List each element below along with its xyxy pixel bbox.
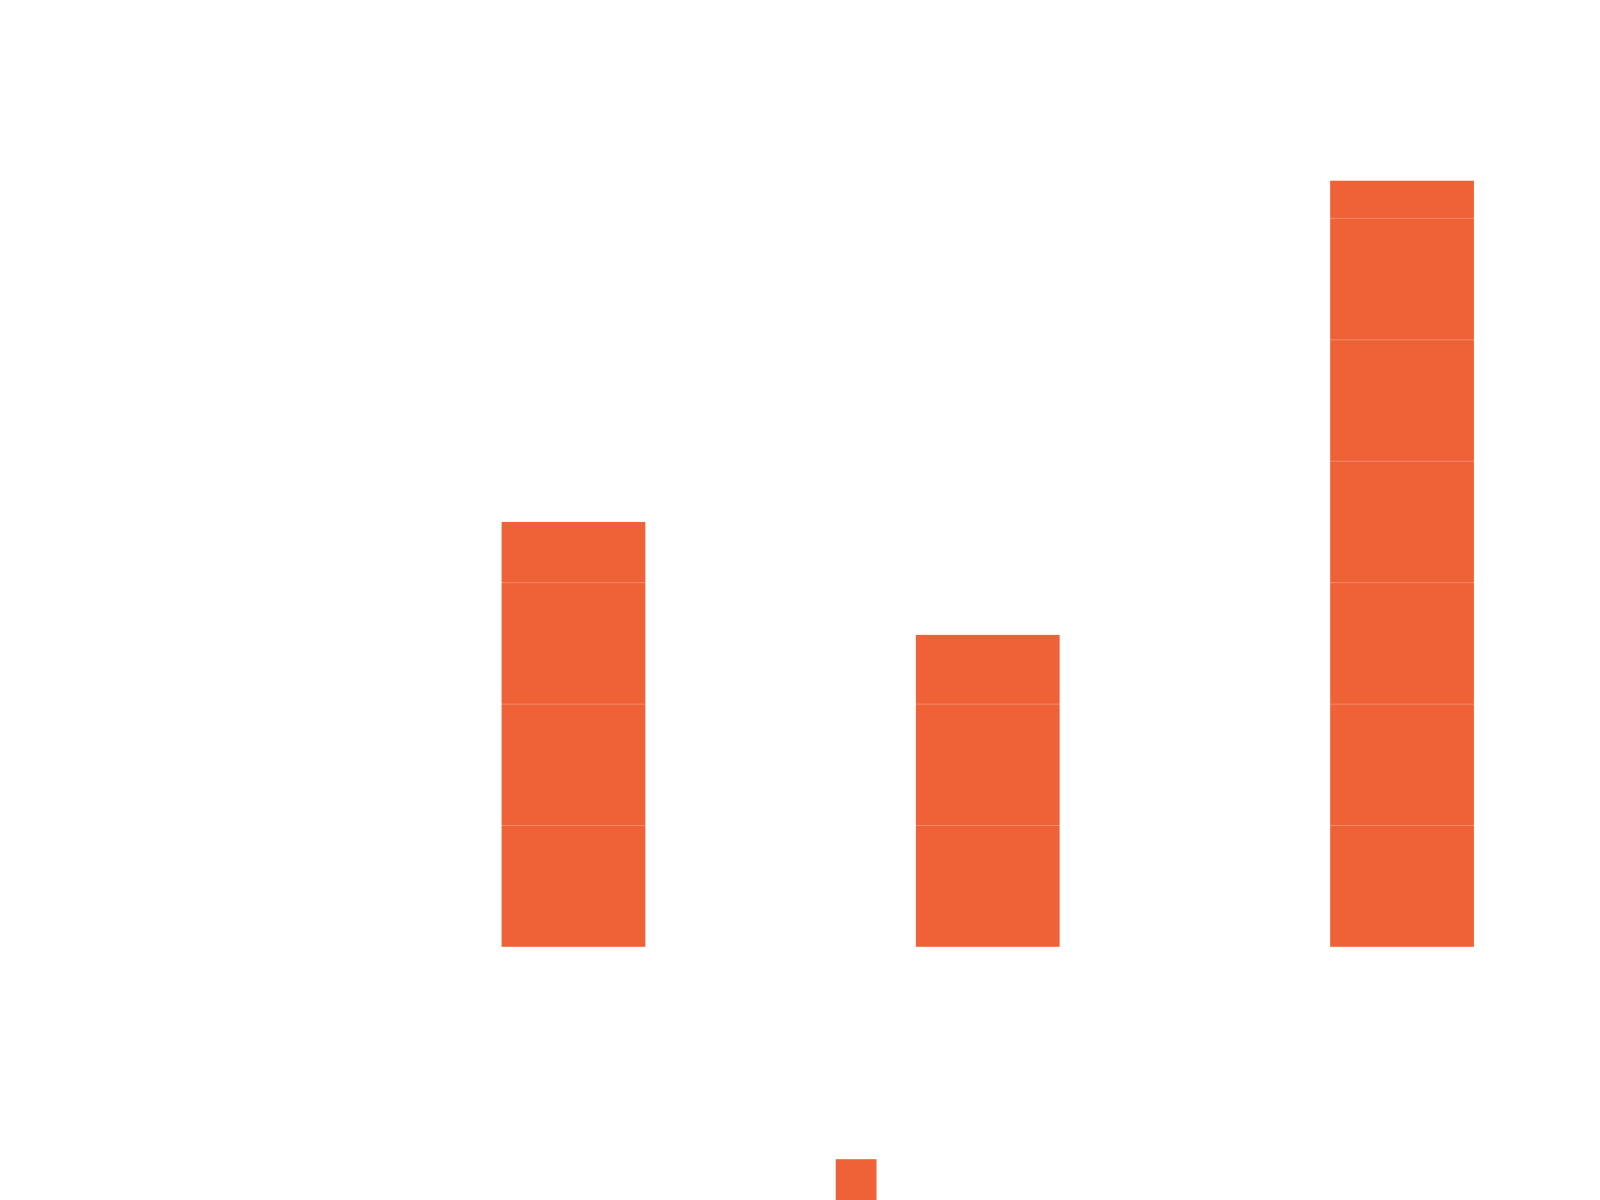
bar [915, 634, 1060, 947]
bar [1330, 180, 1474, 947]
legend-swatch [835, 1159, 877, 1200]
bar [501, 521, 646, 947]
